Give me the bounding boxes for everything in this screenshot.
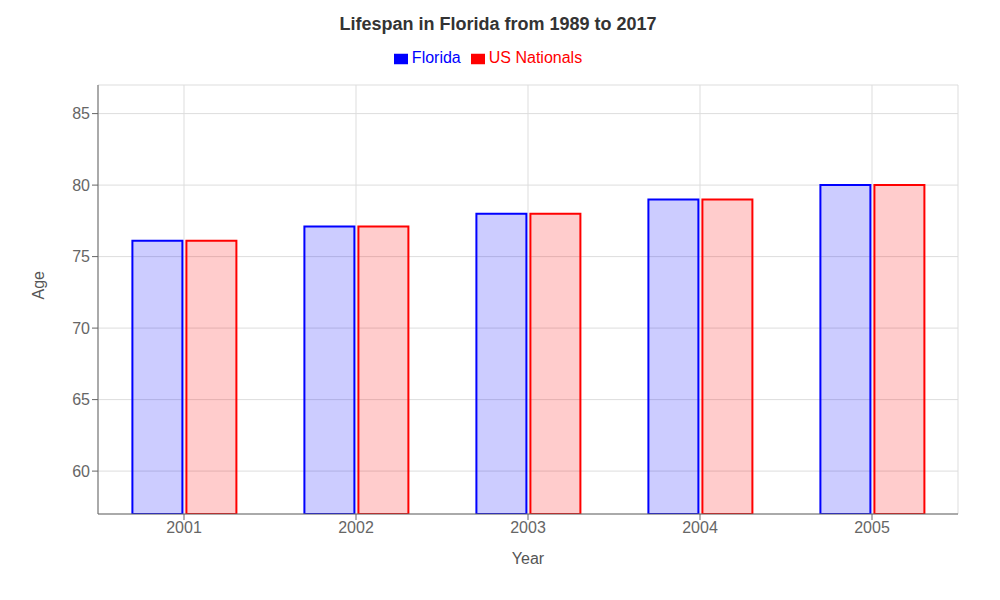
- svg-text:2001: 2001: [166, 519, 202, 536]
- svg-text:2004: 2004: [682, 519, 718, 536]
- svg-text:80: 80: [72, 177, 90, 194]
- html-text:Florida: Florida: [411, 49, 461, 66]
- svg-text:2005: 2005: [854, 519, 890, 536]
- svg-text:60: 60: [72, 463, 90, 480]
- svg-text:75: 75: [72, 248, 90, 265]
- svg-text:70: 70: [72, 320, 90, 337]
- html-text:Lifespan in Florida from 1989: Lifespan in Florida from 1989 to 2017: [339, 14, 657, 34]
- svg-text:Year: Year: [512, 550, 545, 567]
- svg-text:2002: 2002: [338, 519, 374, 536]
- svg-text:65: 65: [72, 391, 90, 408]
- svg-text:2003: 2003: [510, 519, 546, 536]
- svg-text:Age: Age: [30, 271, 47, 300]
- svg-text:85: 85: [72, 105, 90, 122]
- html-text:US Nationals: US Nationals: [488, 49, 583, 66]
